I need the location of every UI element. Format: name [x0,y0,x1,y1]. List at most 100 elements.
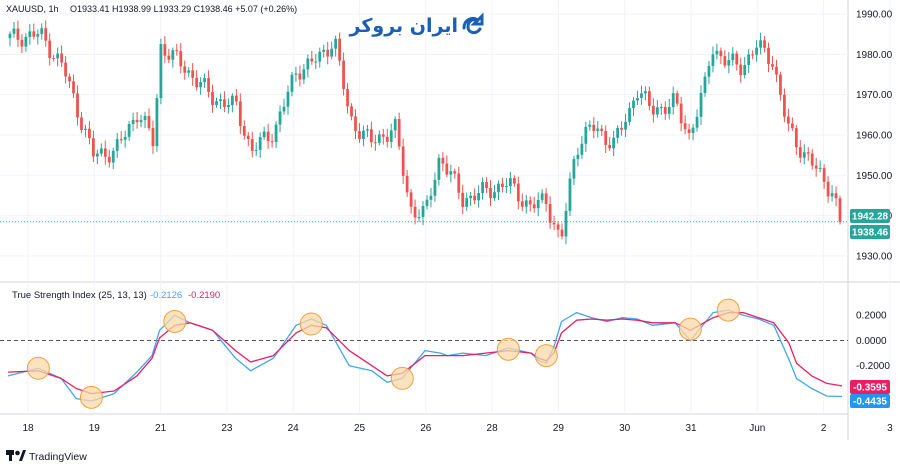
candle [739,57,743,83]
candle [346,82,349,114]
candle [477,185,481,208]
candle-body [552,222,556,225]
candle-body [250,139,254,151]
candle [286,85,290,115]
tradingview-logo[interactable] [6,450,26,461]
candle-body [790,123,794,129]
highlight-circle [390,366,414,390]
candle-body [60,53,64,63]
candle-body [95,153,99,157]
time-axis[interactable]: 1819212324252628293031Jun234 [22,423,900,434]
candle-body [814,165,818,169]
candle [747,49,751,74]
signal-value: -0.2190 [188,290,220,301]
candle [655,100,659,118]
candle-body [20,39,24,47]
indicator-axis[interactable]: -0.2000 0.0000 0.2000 [856,311,890,373]
candle [155,94,159,152]
candle [413,199,417,225]
candle-body [254,149,258,151]
candle [489,180,492,207]
highlight-circle [163,309,187,333]
candle-body [739,64,743,76]
candle [242,120,246,140]
candle-body [596,128,600,132]
indicator-title[interactable]: True Strength Index (25, 13, 13) [12,290,147,301]
candle-body [397,119,401,147]
candle [568,172,572,216]
price-axis[interactable]: 1930.001940.001950.001960.001970.001980.… [856,10,893,263]
price-grid [0,0,891,414]
candle-body [258,137,262,150]
symbol-label[interactable]: XAUUSD, 1h [6,4,59,14]
candle-body [719,50,723,57]
candle-body [350,106,353,117]
candle [24,33,28,52]
candle [501,177,504,193]
candle [199,77,203,95]
candle [731,47,735,66]
candle [250,131,254,158]
candle-body [516,183,520,202]
candle-body [242,126,246,136]
candle [616,125,620,144]
candle [735,50,739,71]
candle-body [88,128,91,139]
candle-body [32,31,36,37]
candle-body [767,47,770,65]
candle-body [560,229,564,237]
candle-body [286,91,290,107]
candle-body [620,127,623,130]
candle [834,186,838,207]
candle-body [806,152,810,154]
candle [465,192,469,211]
candle-body [207,78,210,92]
candle [278,105,282,133]
candle [60,45,64,68]
time-tick-label: 26 [420,423,432,434]
candle [508,171,512,194]
candle-body [12,28,16,34]
candle [99,143,103,157]
price-pane[interactable] [0,0,848,280]
candle-body [743,64,747,76]
candle-body [469,195,473,199]
candle-body [389,130,393,142]
candle [727,52,731,74]
candle-body [580,143,584,155]
candle-body [810,153,814,166]
candle-body [433,179,437,196]
candle [350,103,353,121]
candle-body [747,54,751,65]
candle-body [449,171,453,175]
candle-body [123,136,127,140]
brand-watermark-text: ایران بروکر [349,15,458,37]
candlestick-series [8,20,842,245]
candle-body [485,182,488,188]
candle [318,47,322,68]
candle-body [262,131,266,138]
candle-body [199,82,203,88]
candle-body [671,93,675,107]
candle [604,125,608,153]
indicator-pane[interactable] [0,284,848,414]
candle [505,177,508,194]
candle [421,201,425,226]
time-tick-label: Jun [749,423,765,434]
candle-body [481,182,484,194]
candle-body [505,186,508,188]
candle [187,66,191,78]
candle [620,121,623,136]
candle [576,147,580,167]
candle [830,185,834,202]
candle-body [651,105,655,115]
candle-body [151,128,155,147]
time-tick-label: 31 [685,423,697,434]
candle [699,85,703,125]
candle-body [334,38,338,49]
candle [362,125,365,147]
candle [703,72,707,97]
candle-body [524,200,528,207]
candle-body [489,187,492,199]
